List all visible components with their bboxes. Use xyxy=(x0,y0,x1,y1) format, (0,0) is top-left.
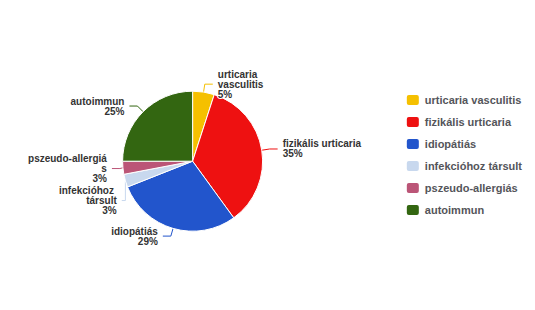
svg-text:idiopátiás: idiopátiás xyxy=(425,138,476,150)
svg-text:infekcióhoz: infekcióhoz xyxy=(59,185,117,196)
svg-text:5%: 5% xyxy=(218,89,233,100)
svg-text:autoimmun: autoimmun xyxy=(70,95,125,107)
svg-text:urticaria: urticaria xyxy=(217,68,261,80)
svg-text:29%: 29% xyxy=(138,236,158,247)
svg-text:35%: 35% xyxy=(283,148,303,159)
svg-text:25%: 25% xyxy=(104,106,124,117)
svg-text:autoimmun: autoimmun xyxy=(425,204,485,216)
svg-text:pszeudo-allergiá: pszeudo-allergiá xyxy=(28,153,107,164)
svg-text:vasculitis: vasculitis xyxy=(217,78,264,90)
svg-text:fizikális urticaria: fizikális urticaria xyxy=(425,116,512,128)
svg-text:infekcióhoz társult: infekcióhoz társult xyxy=(425,160,523,172)
svg-text:s: s xyxy=(101,163,107,174)
svg-text:idiopátiás: idiopátiás xyxy=(111,225,158,237)
svg-text:3%: 3% xyxy=(92,173,107,184)
svg-text:fizikális urticaria: fizikális urticaria xyxy=(282,138,361,150)
svg-text:pszeudo-allergiás: pszeudo-allergiás xyxy=(425,182,518,194)
svg-text:társult: társult xyxy=(86,195,117,206)
svg-text:3%: 3% xyxy=(102,205,117,216)
svg-text:urticaria vasculitis: urticaria vasculitis xyxy=(425,94,522,106)
